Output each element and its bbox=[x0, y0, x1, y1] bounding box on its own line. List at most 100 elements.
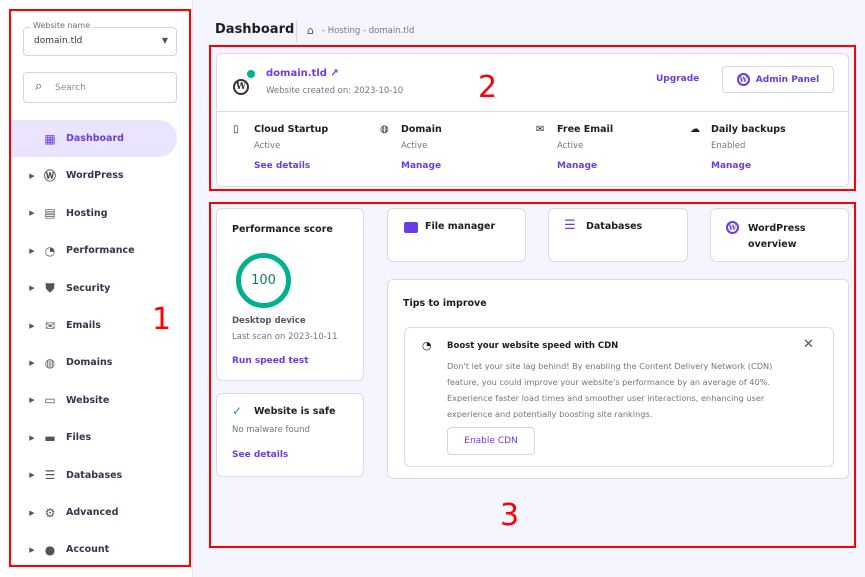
wordpress-icon: W bbox=[726, 221, 739, 234]
sidebar-item-security[interactable]: ▶ ⛊ Security bbox=[11, 270, 177, 307]
service-action-link[interactable]: Manage bbox=[711, 161, 752, 171]
shortcut-label: Databases bbox=[586, 221, 643, 232]
service-name: Free Email bbox=[557, 124, 614, 135]
shortcut-databases[interactable]: ☰ Databases bbox=[548, 208, 688, 262]
shortcut-label: File manager bbox=[425, 221, 496, 232]
sidebar-item-files[interactable]: ▶ ▬ Files bbox=[11, 419, 177, 456]
admin-panel-label: Admin Panel bbox=[755, 74, 820, 85]
annotation-box-3 bbox=[209, 202, 856, 548]
wordpress-icon: W bbox=[233, 79, 249, 95]
caret-right-icon: ▶ bbox=[29, 171, 35, 180]
admin-panel-button[interactable]: W Admin Panel bbox=[722, 66, 834, 93]
created-date: Website created on: 2023-10-10 bbox=[266, 86, 404, 96]
caret-right-icon: ▶ bbox=[29, 396, 35, 405]
service-status: Active bbox=[254, 141, 281, 151]
performance-title: Performance score bbox=[232, 224, 333, 235]
divider bbox=[296, 20, 297, 42]
device-label: Desktop device bbox=[232, 316, 306, 326]
service-status: Active bbox=[401, 141, 428, 151]
service-action-link[interactable]: Manage bbox=[557, 161, 598, 171]
wordpress-icon: W bbox=[736, 73, 750, 86]
service-action-link[interactable]: Manage bbox=[401, 161, 442, 171]
sidebar-item-performance[interactable]: ▶ ◔ Performance bbox=[11, 232, 177, 269]
search-input[interactable]: ⌕ Search bbox=[23, 72, 177, 103]
safety-details-link[interactable]: See details bbox=[232, 450, 289, 460]
sidebar-item-label: Databases bbox=[66, 469, 123, 481]
www-icon: ◍ bbox=[380, 124, 389, 135]
dashboard-icon: ▦ bbox=[44, 131, 56, 146]
service-action-link[interactable]: See details bbox=[254, 161, 311, 171]
enable-cdn-button[interactable]: Enable CDN bbox=[447, 427, 535, 455]
caret-right-icon: ▶ bbox=[29, 508, 35, 517]
safety-title: Website is safe bbox=[254, 406, 336, 417]
domain-link[interactable]: domain.tld ↗ bbox=[266, 68, 339, 79]
gauge-icon: ◔ bbox=[44, 243, 56, 258]
caret-right-icon: ▶ bbox=[29, 545, 35, 554]
chevron-down-icon: ▼ bbox=[161, 36, 168, 45]
search-icon: ⌕ bbox=[35, 79, 43, 94]
list-icon: ☰ bbox=[564, 218, 576, 233]
server-icon: ▯ bbox=[233, 124, 239, 135]
shortcut-label: WordPress overview bbox=[748, 223, 806, 250]
sidebar-item-advanced[interactable]: ▶ ⚙ Advanced bbox=[11, 494, 177, 531]
caret-right-icon: ▶ bbox=[29, 358, 35, 367]
wordpress-icon: Ⓦ bbox=[43, 169, 56, 184]
page-title: Dashboard bbox=[215, 22, 295, 37]
check-icon: ✓ bbox=[232, 404, 243, 418]
sidebar: Website name domain.tld ▼ ⌕ Search ▦ Dash… bbox=[0, 0, 193, 577]
sidebar-item-dashboard[interactable]: ▦ Dashboard bbox=[11, 120, 177, 157]
sidebar-item-wordpress[interactable]: ▶ Ⓦ WordPress bbox=[11, 157, 177, 194]
shortcut-file-manager[interactable]: File manager bbox=[387, 208, 526, 262]
safety-card: ✓ Website is safe No malware found See d… bbox=[216, 393, 364, 477]
sidebar-item-label: Performance bbox=[66, 245, 135, 257]
home-icon[interactable]: ⌂ bbox=[307, 24, 314, 37]
sidebar-item-account[interactable]: ▶ ● Account bbox=[11, 531, 177, 568]
service-name: Domain bbox=[401, 124, 442, 135]
service-status: Active bbox=[557, 141, 584, 151]
external-link-icon: ↗ bbox=[330, 68, 339, 79]
sidebar-item-website[interactable]: ▶ ▭ Website bbox=[11, 382, 177, 419]
sidebar-item-label: Advanced bbox=[66, 507, 119, 518]
sidebar-item-label: Files bbox=[66, 432, 92, 444]
sidebar-item-label: Hosting bbox=[66, 207, 108, 219]
caret-right-icon: ▶ bbox=[29, 284, 35, 293]
globe-icon: ◍ bbox=[44, 355, 56, 370]
tips-title: Tips to improve bbox=[403, 298, 487, 309]
close-icon[interactable]: ✕ bbox=[803, 337, 814, 352]
upgrade-link[interactable]: Upgrade bbox=[656, 74, 700, 84]
shortcut-wordpress-overview[interactable]: W WordPress overview bbox=[710, 208, 849, 262]
mail-icon: ✉ bbox=[536, 124, 545, 135]
divider bbox=[217, 111, 848, 112]
account-icon: ● bbox=[44, 542, 56, 557]
last-scan: Last scan on 2023-10-11 bbox=[232, 332, 338, 342]
breadcrumb[interactable]: - Hosting - domain.tld bbox=[322, 26, 415, 36]
folder-icon: ▬ bbox=[44, 430, 56, 445]
safety-subtitle: No malware found bbox=[232, 425, 310, 435]
service-name: Cloud Startup bbox=[254, 124, 329, 135]
sidebar-item-databases[interactable]: ▶ ☰ Databases bbox=[11, 457, 177, 494]
annotation-box-1 bbox=[9, 9, 191, 567]
sidebar-item-label: WordPress bbox=[66, 170, 124, 182]
tip-item: ◔ Boost your website speed with CDN ✕ Do… bbox=[404, 327, 834, 467]
mail-icon: ✉ bbox=[44, 318, 56, 333]
sidebar-item-label: Dashboard bbox=[66, 133, 124, 144]
sidebar-item-label: Emails bbox=[66, 320, 101, 331]
run-speed-test-link[interactable]: Run speed test bbox=[232, 356, 309, 366]
hosting-icon: ▤ bbox=[44, 206, 56, 221]
tip-title: Boost your website speed with CDN bbox=[447, 341, 619, 351]
website-select[interactable]: Website name domain.tld ▼ bbox=[23, 21, 177, 56]
enable-cdn-label: Enable CDN bbox=[464, 436, 518, 446]
sidebar-item-emails[interactable]: ▶ ✉ Emails bbox=[11, 307, 177, 344]
caret-right-icon: ▶ bbox=[29, 471, 35, 480]
sidebar-item-domains[interactable]: ▶ ◍ Domains bbox=[11, 344, 177, 381]
laptop-icon: ▭ bbox=[44, 393, 56, 408]
annotation-label-1: 1 bbox=[152, 302, 172, 337]
speedometer-icon: ◔ bbox=[422, 339, 432, 352]
sidebar-item-label: Security bbox=[66, 282, 111, 294]
sidebar-item-label: Website bbox=[66, 394, 110, 406]
website-select-value: domain.tld bbox=[34, 36, 83, 46]
caret-right-icon: ▶ bbox=[29, 246, 35, 255]
tip-body: Don't let your site lag behind! By enabl… bbox=[447, 361, 773, 419]
annotation-box-2 bbox=[209, 45, 856, 191]
sidebar-item-hosting[interactable]: ▶ ▤ Hosting bbox=[11, 195, 177, 232]
